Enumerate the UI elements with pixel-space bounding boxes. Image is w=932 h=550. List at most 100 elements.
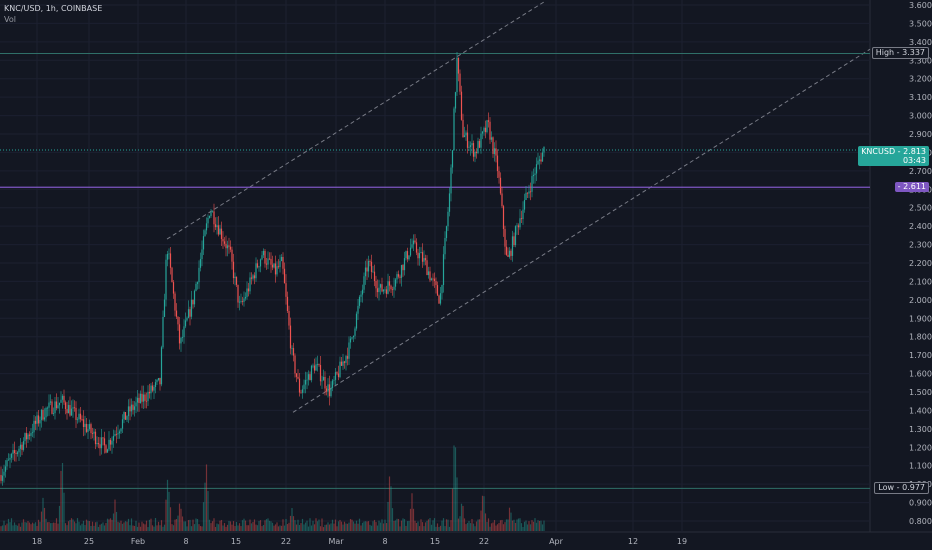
- candle-body: [55, 401, 58, 409]
- volume-bar: [342, 524, 344, 531]
- volume-bar: [468, 520, 470, 531]
- volume-bar: [489, 526, 491, 531]
- candle-body: [195, 283, 197, 291]
- volume-bar: [540, 520, 542, 531]
- candle-body: [123, 411, 125, 420]
- candle-body: [9, 457, 11, 460]
- candle-body: [73, 407, 76, 409]
- volume-bar: [99, 524, 101, 531]
- candle-body: [256, 263, 259, 268]
- price-axis: 0.8000.9001.0001.1001.2001.3001.4001.500…: [909, 1, 932, 526]
- volume-bar: [526, 524, 529, 531]
- volume-bar: [439, 525, 442, 531]
- candle-body: [534, 173, 536, 175]
- candle-body: [307, 374, 310, 380]
- volume-bar: [108, 519, 110, 531]
- volume-bar: [385, 523, 388, 531]
- volume-bar: [162, 526, 164, 531]
- candle-body: [253, 275, 256, 279]
- price-tick-label: 3.300: [909, 56, 932, 65]
- volume-bar: [418, 526, 421, 531]
- candle-body: [46, 407, 49, 409]
- volume-bar: [139, 526, 142, 531]
- volume-bar: [444, 526, 446, 531]
- volume-bar: [297, 519, 299, 531]
- volume-bar: [409, 508, 412, 531]
- price-tick-label: 1.500: [909, 388, 932, 397]
- volume-bar: [514, 522, 517, 531]
- candle-body: [370, 261, 373, 272]
- volume-bar: [135, 520, 137, 531]
- volume-bar: [402, 518, 404, 531]
- price-tick-label: 1.100: [909, 462, 932, 471]
- candle-body: [471, 143, 473, 146]
- volume-bar: [321, 518, 323, 531]
- volume-bar: [510, 512, 512, 531]
- volume-bar: [520, 523, 523, 531]
- volume-bar: [414, 520, 416, 531]
- candle-body: [60, 399, 62, 403]
- candle-body: [285, 283, 287, 297]
- volume-bar: [364, 521, 367, 531]
- price-tick-label: 3.200: [909, 75, 932, 84]
- time-tick-label: 22: [281, 537, 291, 546]
- candle-body: [405, 251, 407, 259]
- volume-bar: [132, 525, 134, 531]
- volume-bar: [429, 518, 431, 531]
- candle-body: [171, 267, 173, 283]
- volume-bar: [322, 527, 325, 531]
- volume-bar: [114, 499, 116, 531]
- candle-body: [21, 444, 23, 450]
- volume-bar: [543, 520, 545, 531]
- volume-bar: [214, 526, 217, 531]
- candle-body: [438, 295, 440, 304]
- candle-body: [286, 296, 289, 312]
- volume-bar: [324, 524, 326, 531]
- candle-body: [478, 141, 481, 148]
- volume-bar: [237, 525, 239, 531]
- candle-body: [48, 402, 50, 408]
- candle-body: [396, 274, 398, 280]
- price-tick-label: 1.300: [909, 425, 932, 434]
- candle-body: [96, 443, 98, 445]
- candle-body: [274, 263, 277, 275]
- volume-bar: [226, 524, 229, 531]
- candle-body: [138, 397, 140, 404]
- volume-bar: [333, 523, 335, 531]
- candle-body: [169, 253, 172, 268]
- candle-body: [243, 298, 245, 302]
- candle-body: [280, 257, 283, 262]
- volume-bars: [0, 445, 545, 531]
- candle-body: [94, 431, 97, 445]
- volume-bar: [52, 522, 55, 531]
- candle-body: [177, 316, 179, 325]
- volume-bar: [367, 521, 370, 531]
- candle-body: [468, 146, 470, 148]
- candle-body: [226, 245, 229, 249]
- time-tick-label: Feb: [131, 537, 145, 546]
- volume-bar: [154, 518, 157, 531]
- volume-bar: [460, 503, 463, 531]
- candle-body: [511, 236, 514, 256]
- volume-bar: [85, 519, 88, 531]
- candle-body: [39, 420, 41, 424]
- time-tick-label: 19: [677, 537, 687, 546]
- candle-body: [250, 277, 253, 279]
- volume-bar: [118, 522, 121, 531]
- candle-body: [268, 258, 271, 260]
- candle-body: [313, 365, 316, 371]
- candle-body: [208, 215, 211, 218]
- volume-bar: [355, 520, 358, 531]
- volume-bar: [220, 519, 223, 531]
- volume-bar: [6, 523, 8, 531]
- volume-bar: [87, 520, 89, 531]
- volume-bar: [328, 524, 331, 531]
- candle-body: [36, 415, 38, 424]
- candle-body: [90, 424, 92, 434]
- price-tick-label: 1.200: [909, 443, 932, 452]
- volume-bar: [9, 522, 11, 531]
- candle-body: [214, 224, 217, 228]
- candle-body: [375, 280, 377, 289]
- volume-bar: [363, 521, 365, 531]
